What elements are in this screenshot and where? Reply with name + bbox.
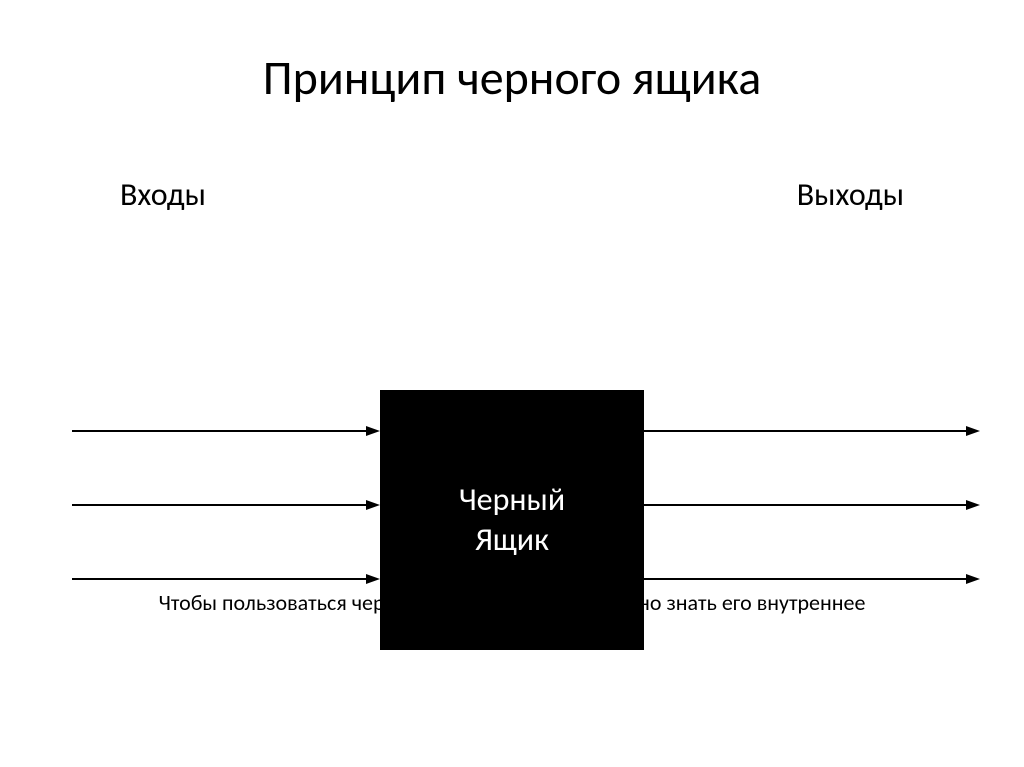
- caption-line2: устройство: [461, 618, 564, 645]
- input-arrow-1: [72, 421, 380, 441]
- caption: Чтобы пользоваться черным ящиком, не обя…: [0, 588, 1024, 647]
- box-label-line1: Черный: [459, 480, 565, 520]
- output-arrow-1: [644, 421, 980, 441]
- input-arrow-2: [72, 495, 380, 515]
- output-arrow-3: [644, 569, 980, 589]
- output-arrow-2: [644, 495, 980, 515]
- input-arrow-3: [72, 569, 380, 589]
- caption-line1: Чтобы пользоваться черным ящиком, не обя…: [159, 589, 866, 616]
- inputs-label: Входы: [120, 175, 206, 214]
- outputs-label: Выходы: [797, 175, 904, 214]
- box-label-line2: Ящик: [475, 520, 549, 560]
- page-root: Принцип черного ящика Входы Выходы Черны…: [0, 0, 1024, 767]
- page-title: Принцип черного ящика: [0, 48, 1024, 107]
